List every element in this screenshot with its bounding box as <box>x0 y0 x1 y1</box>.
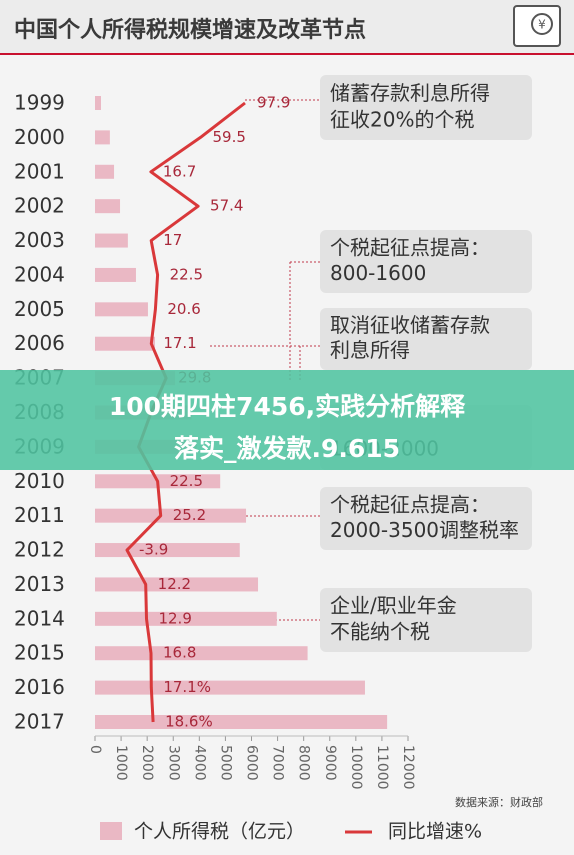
y-tick-label: 2003 <box>14 228 65 252</box>
bar <box>95 508 247 523</box>
x-tick-label: 12000 <box>400 745 416 790</box>
annotation-text: 征收20%的个税 <box>330 107 474 131</box>
annotation-box <box>320 75 532 140</box>
x-tick-label: 1000 <box>113 745 129 781</box>
annotation-text: 2000-3500调整税率 <box>330 518 519 542</box>
bar <box>95 680 365 695</box>
data-label: 12.2 <box>158 575 191 593</box>
legend-swatch <box>100 822 122 840</box>
x-tick-label: 0 <box>87 745 103 754</box>
x-tick-label: 2000 <box>139 745 155 781</box>
annotation-box <box>320 308 532 370</box>
data-label: 25.2 <box>173 506 206 524</box>
bar <box>95 302 148 317</box>
data-label: 57.4 <box>210 197 243 215</box>
bar <box>95 96 101 110</box>
x-tick-label: 3000 <box>165 745 181 781</box>
annotation-text: 个税起征点提高： <box>330 235 490 259</box>
x-tick-label: 8000 <box>296 745 312 781</box>
x-tick-label: 10000 <box>348 745 364 790</box>
y-tick-label: 2011 <box>14 503 65 527</box>
annotation-text: 800-1600 <box>330 261 426 285</box>
bar <box>95 233 128 248</box>
legend-label: 个人所得税（亿元） <box>134 821 305 843</box>
y-tick-label: 1999 <box>14 91 65 115</box>
svg-text:¥: ¥ <box>538 18 546 32</box>
data-label: 17.1 <box>163 334 196 352</box>
annotation-text: 不能纳个税 <box>330 620 430 644</box>
x-tick-label: 6000 <box>244 745 260 781</box>
banner-text: 落实_激发款.9.615 <box>174 434 400 463</box>
bar <box>95 199 121 214</box>
y-tick-label: 2016 <box>14 675 65 699</box>
data-label: 16.8 <box>163 644 196 662</box>
annotation-box <box>320 588 532 652</box>
data-label: 59.5 <box>212 128 245 146</box>
x-tick-label: 11000 <box>374 745 390 790</box>
bar <box>95 611 277 626</box>
annotation-box <box>320 230 532 293</box>
x-tick-label: 7000 <box>270 745 286 781</box>
x-tick-label: 5000 <box>217 745 233 781</box>
bar <box>95 577 259 592</box>
y-tick-label: 2012 <box>14 538 65 562</box>
bar <box>95 336 155 351</box>
y-tick-label: 2002 <box>14 194 65 218</box>
title-bar <box>0 0 574 55</box>
yen-icon: ¥ <box>513 5 561 47</box>
y-tick-label: 2000 <box>14 125 65 149</box>
y-tick-label: 2014 <box>14 606 65 630</box>
y-tick-label: 2015 <box>14 641 65 665</box>
annotation-box <box>320 487 532 550</box>
annotation-text: 取消征收储蓄存款 <box>330 313 490 337</box>
y-tick-label: 2005 <box>14 297 65 321</box>
bar <box>95 646 308 661</box>
annotation-text: 利息所得 <box>330 338 410 362</box>
data-label: 97.9 <box>257 94 290 112</box>
y-tick-label: 2017 <box>14 710 65 734</box>
data-label: 17 <box>163 231 182 249</box>
data-label: 12.9 <box>158 609 191 627</box>
data-label: 22.5 <box>170 265 203 283</box>
y-tick-label: 2013 <box>14 572 65 596</box>
bar <box>95 164 115 179</box>
x-tick-label: 9000 <box>322 745 338 781</box>
annotation-text: 储蓄存款利息所得 <box>330 81 490 105</box>
legend-label: 同比增速% <box>388 821 482 843</box>
y-tick-label: 2010 <box>14 469 65 493</box>
annotation-text: 个税起征点提高： <box>330 492 490 516</box>
bar <box>95 130 110 145</box>
y-tick-label: 2001 <box>14 159 65 183</box>
banner-text: 100期四柱7456,实践分析解释 <box>109 392 466 421</box>
chart-title: 中国个人所得税规模增速及改革节点 <box>14 17 366 43</box>
y-tick-label: 2004 <box>14 262 65 286</box>
annotation-text: 企业/职业年金 <box>330 594 457 618</box>
data-label: 22.5 <box>170 472 203 490</box>
data-label: 17.1% <box>163 678 211 696</box>
overlay-banner <box>0 370 574 470</box>
data-label: 16.7 <box>163 162 196 180</box>
bar <box>95 715 388 729</box>
x-tick-label: 4000 <box>191 745 207 781</box>
data-label: 18.6% <box>165 713 213 731</box>
y-tick-label: 2006 <box>14 331 65 355</box>
data-label: -3.9 <box>139 541 168 559</box>
bar <box>95 267 136 282</box>
source: 数据来源：财政部 <box>455 795 543 809</box>
data-label: 20.6 <box>167 300 200 318</box>
